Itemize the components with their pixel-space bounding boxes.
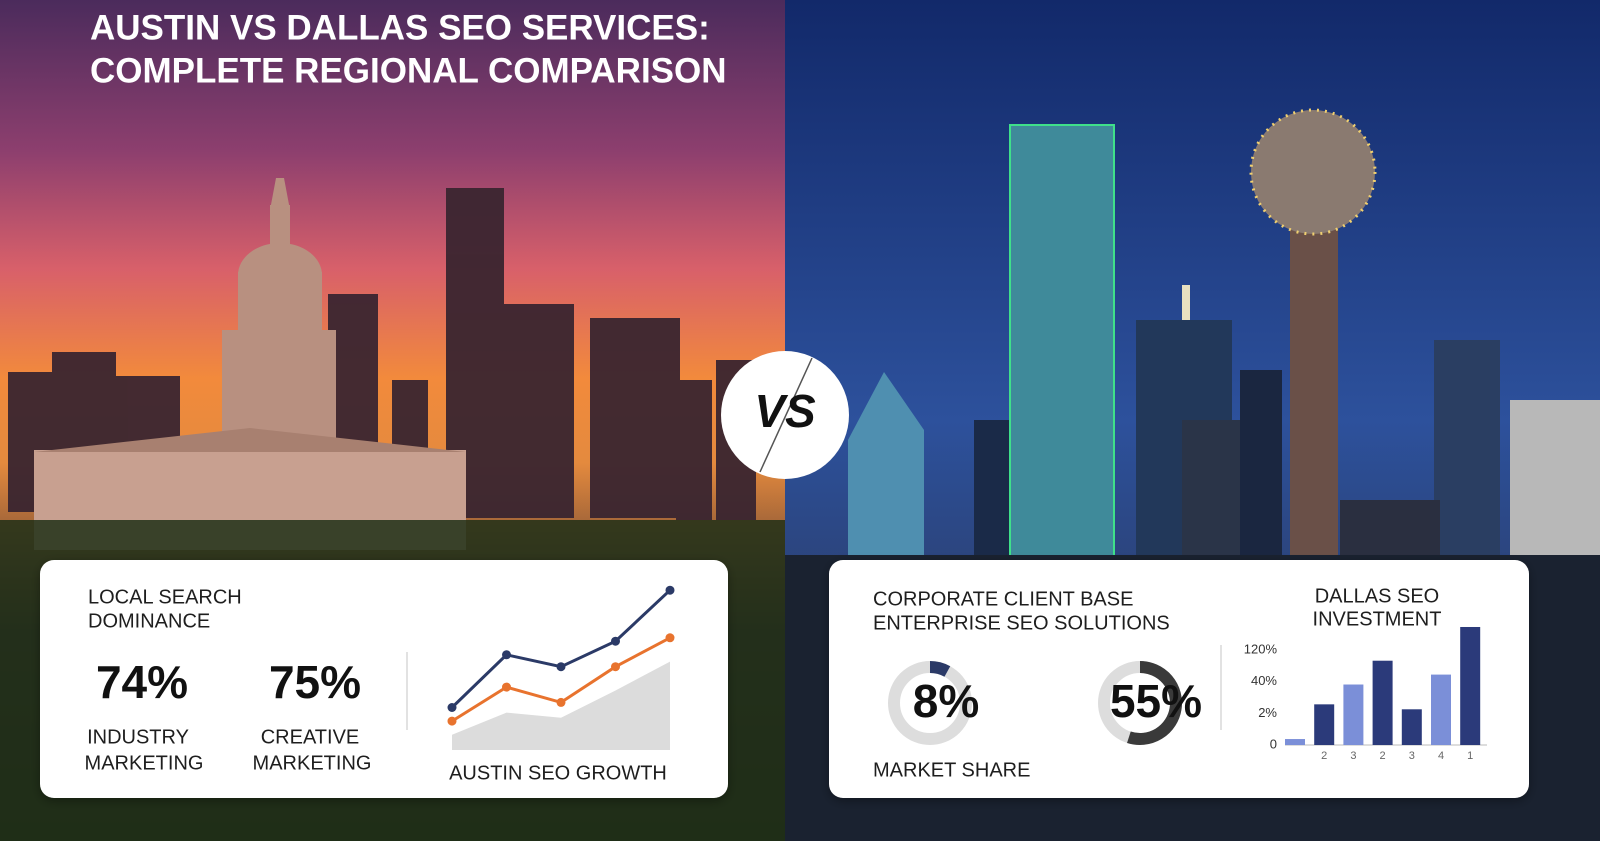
point [556, 697, 566, 707]
card-heading: ENTERPRISE SEO SOLUTIONS [873, 612, 1170, 634]
point [502, 650, 511, 660]
x-tick-label: 2 [1321, 750, 1327, 762]
stat-label: MARKETING [253, 752, 372, 774]
point [502, 682, 511, 692]
axis-label: 0 [1270, 736, 1277, 751]
vs-slash [759, 357, 813, 473]
bar [1314, 704, 1335, 745]
point [665, 633, 675, 643]
vs-text: VS [754, 385, 816, 437]
card-heading: CORPORATE CLIENT BASE [873, 588, 1133, 610]
point [611, 662, 620, 672]
bar [1343, 684, 1364, 745]
bar [1372, 660, 1393, 745]
title-line: AUSTIN VS DALLAS SEO SERVICES: [90, 8, 710, 47]
area [452, 661, 670, 750]
donut-arc [1127, 661, 1182, 745]
bar [1401, 709, 1422, 745]
x-tick-label: 4 [1438, 750, 1444, 762]
title-line: COMPLETE REGIONAL COMPARISON [90, 51, 727, 90]
stat-label: MARKETING [85, 752, 204, 774]
axis-label: 120% [1244, 641, 1278, 656]
point [447, 703, 457, 712]
donut-arc [929, 661, 951, 677]
axis-label: 2% [1258, 705, 1277, 720]
chart-title: INVESTMENT [1313, 608, 1442, 630]
stat-label: INDUSTRY [87, 726, 189, 748]
x-tick-label: 3 [1409, 750, 1415, 762]
donut-label: 55% [1110, 675, 1202, 727]
stat-figure: 74% [96, 656, 188, 708]
x-tick-label: 3 [1350, 750, 1356, 762]
stat-label: CREATIVE [261, 726, 360, 748]
chart-title: DALLAS SEO [1315, 585, 1440, 607]
point [447, 716, 457, 726]
charts: AUSTIN SEO GROWTH 8% 55% DALLAS SEOINVESTME… [447, 585, 1487, 784]
card-heading: LOCAL SEARCH [88, 586, 242, 608]
card-heading: DOMINANCE [88, 610, 210, 632]
point [556, 662, 566, 672]
x-tick-label: 2 [1380, 750, 1386, 762]
bar [1285, 739, 1305, 745]
point [665, 585, 675, 595]
chart-title: AUSTIN SEO GROWTH [449, 762, 667, 784]
dallas-skyline [848, 108, 1600, 561]
bar [1460, 626, 1481, 745]
caption: MARKET SHARE [873, 759, 1030, 781]
bar [1431, 674, 1451, 745]
donut-label: 8% [913, 675, 979, 727]
vs-badge [721, 351, 849, 479]
x-tick-label: 1 [1467, 750, 1473, 762]
point [611, 636, 620, 646]
axis-label: 40% [1251, 673, 1277, 688]
stat-figure: 75% [269, 656, 361, 708]
